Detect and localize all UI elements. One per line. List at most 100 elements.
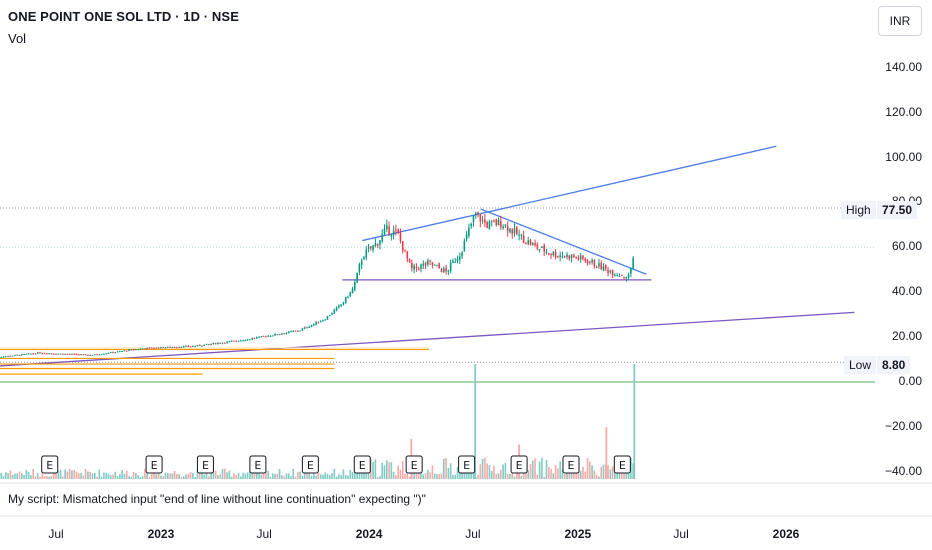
earnings-badge[interactable]: E: [353, 455, 371, 474]
candle-body: [404, 249, 406, 251]
candle-body: [500, 221, 502, 228]
candle-body: [14, 354, 16, 356]
earnings-badge[interactable]: E: [41, 455, 59, 474]
volume-bar: [340, 475, 342, 479]
candle-body: [573, 255, 575, 258]
volume-bar: [18, 471, 21, 479]
volume-bar: [358, 468, 361, 479]
chart-title: ONE POINT ONE SOL LTD · 1D · NSE: [8, 9, 239, 24]
currency-button[interactable]: INR: [878, 6, 922, 36]
candle-body: [130, 349, 133, 351]
candle-body: [59, 353, 62, 355]
candle-body: [25, 353, 28, 355]
earnings-badge[interactable]: E: [249, 455, 267, 474]
high-label: High: [841, 201, 876, 219]
volume-bar: [477, 474, 479, 479]
earnings-badge[interactable]: E: [458, 455, 476, 474]
candle-body: [62, 353, 64, 355]
candle-body: [46, 353, 48, 355]
candle-body: [458, 256, 461, 260]
earnings-badge[interactable]: E: [301, 455, 319, 474]
earnings-badge[interactable]: E: [405, 455, 423, 474]
candle-body: [148, 347, 151, 349]
earnings-badge[interactable]: E: [510, 455, 528, 474]
volume-bar: [390, 462, 393, 479]
volume-bar: [609, 469, 612, 479]
earnings-badge[interactable]: E: [196, 455, 214, 474]
volume-bar: [0, 472, 3, 479]
volume-bar: [221, 469, 224, 479]
volume-bar: [607, 465, 609, 479]
candle-body: [228, 341, 231, 343]
volume-bar: [484, 457, 486, 479]
volume-bar: [493, 465, 495, 479]
candle-body: [258, 336, 260, 338]
volume-bar: [472, 470, 475, 479]
candle-body: [486, 222, 488, 228]
candle-body: [452, 260, 454, 263]
volume-bar: [278, 469, 281, 479]
chart-drawings[interactable]: [0, 145, 855, 375]
volume-indicator-label[interactable]: Vol: [8, 31, 27, 46]
candle-body: [493, 220, 495, 222]
volume-bar: [68, 468, 71, 479]
candle-body: [429, 260, 431, 262]
candle-body: [338, 305, 340, 308]
candle-body: [586, 259, 589, 264]
volume-bar: [536, 474, 539, 479]
candle-body: [294, 330, 297, 332]
volume-bar: [543, 476, 545, 479]
candle-body: [278, 334, 281, 336]
volume-bar: [48, 476, 50, 479]
earnings-badge-box: [249, 455, 267, 474]
candle-body: [308, 326, 311, 328]
volume-bar: [632, 463, 634, 479]
candle-body: [525, 243, 527, 245]
volume-bar: [128, 476, 130, 479]
volume-bar: [196, 469, 199, 479]
candle-body: [201, 345, 203, 347]
volume-bar: [349, 470, 352, 479]
volume-bar: [447, 467, 450, 479]
candle-body: [559, 255, 561, 257]
volume-bar: [531, 460, 534, 479]
candle-body: [614, 275, 616, 277]
candle-body: [358, 264, 361, 272]
earnings-badge-letter: E: [568, 459, 575, 472]
volume-bar: [39, 476, 41, 479]
candle-body: [192, 346, 194, 348]
candle-body: [50, 353, 53, 355]
candle-body: [511, 229, 514, 234]
volume-bar: [123, 473, 126, 479]
volume-bar: [82, 475, 85, 479]
volume-bar: [456, 466, 459, 479]
earnings-badge-letter: E: [46, 459, 53, 472]
volume-bar: [579, 471, 582, 479]
candle-body: [342, 302, 345, 305]
volume-bar: [287, 473, 290, 479]
candle-body: [623, 276, 625, 278]
volume-bar: [333, 468, 336, 479]
candle-body: [552, 252, 555, 256]
candle-body: [360, 260, 363, 265]
candle-body: [155, 347, 158, 349]
earnings-badge[interactable]: E: [562, 455, 580, 474]
volume-bar: [217, 475, 219, 479]
volume-bar: [50, 475, 53, 479]
candle-body: [422, 263, 425, 266]
volume-bar: [367, 472, 370, 479]
volume-bar: [490, 470, 493, 479]
volume-bar: [600, 466, 603, 479]
candle-body: [433, 264, 436, 266]
earnings-badge[interactable]: E: [613, 455, 631, 474]
candle-body: [616, 274, 618, 276]
earnings-badge[interactable]: E: [145, 455, 163, 474]
volume-bar: [370, 458, 372, 479]
volume-bar: [315, 475, 317, 479]
candle-body: [121, 351, 123, 353]
candle-body: [529, 240, 532, 246]
candle-body: [388, 226, 390, 235]
volume-bar: [11, 474, 14, 479]
